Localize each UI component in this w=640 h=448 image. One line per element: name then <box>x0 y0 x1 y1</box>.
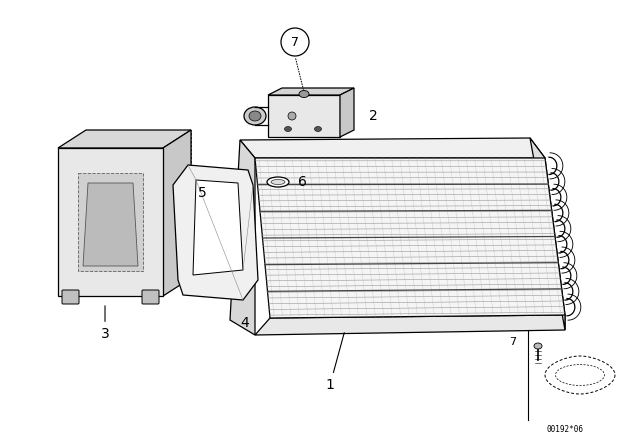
Polygon shape <box>230 140 255 335</box>
Text: 3: 3 <box>100 306 109 341</box>
Polygon shape <box>255 158 565 318</box>
FancyBboxPatch shape <box>142 290 159 304</box>
Text: 4: 4 <box>241 316 250 330</box>
Polygon shape <box>173 165 258 300</box>
FancyBboxPatch shape <box>62 290 79 304</box>
Polygon shape <box>268 95 340 137</box>
Ellipse shape <box>267 177 289 187</box>
Polygon shape <box>163 130 191 296</box>
Ellipse shape <box>314 126 321 132</box>
Polygon shape <box>255 315 565 335</box>
Polygon shape <box>58 130 191 148</box>
Ellipse shape <box>218 190 232 195</box>
Text: 5: 5 <box>198 186 207 200</box>
Text: 1: 1 <box>326 333 344 392</box>
Polygon shape <box>240 138 545 158</box>
Ellipse shape <box>299 90 309 98</box>
Ellipse shape <box>285 126 291 132</box>
Ellipse shape <box>288 112 296 120</box>
Polygon shape <box>86 130 191 278</box>
Ellipse shape <box>244 107 266 125</box>
Ellipse shape <box>249 111 261 121</box>
Polygon shape <box>83 183 138 266</box>
Text: 7: 7 <box>291 35 299 48</box>
Polygon shape <box>340 88 354 137</box>
Ellipse shape <box>534 343 542 349</box>
Text: 7: 7 <box>509 337 516 347</box>
Ellipse shape <box>214 188 236 198</box>
Text: 6: 6 <box>298 175 307 189</box>
Text: 2: 2 <box>369 109 378 123</box>
Polygon shape <box>58 148 163 296</box>
Text: 00192*06: 00192*06 <box>547 425 584 434</box>
Polygon shape <box>268 88 354 95</box>
Polygon shape <box>78 173 143 271</box>
Polygon shape <box>530 138 565 330</box>
Ellipse shape <box>271 180 285 185</box>
Polygon shape <box>193 180 243 275</box>
